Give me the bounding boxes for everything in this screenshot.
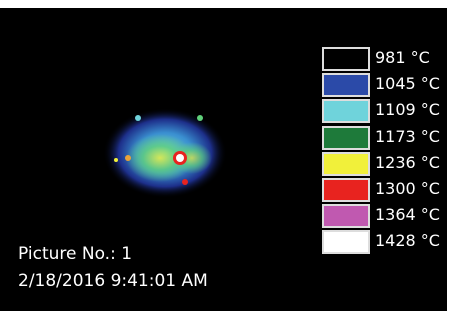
thermal-view: 981 °C 1045 °C 1109 °C 1173 °C 1236 °C 1300 °… (0, 8, 447, 311)
legend-swatch (322, 47, 370, 71)
timestamp: 2/18/2016 9:41:01 AM (18, 270, 208, 292)
legend-swatch (322, 230, 370, 254)
picture-number: Picture No.: 1 (18, 243, 132, 265)
legend-label: 1428 °C (375, 230, 440, 252)
legend-label: 1300 °C (375, 178, 440, 200)
legend-swatch (322, 126, 370, 150)
legend-label: 1236 °C (375, 152, 440, 174)
legend-swatch (322, 152, 370, 176)
legend-label: 1173 °C (375, 126, 440, 148)
legend-swatch (322, 99, 370, 123)
legend-swatch (322, 204, 370, 228)
legend-label: 1364 °C (375, 204, 440, 226)
page: {"legend": {"items": [ {"label": "981 °C… (0, 0, 449, 311)
legend-label: 1045 °C (375, 73, 440, 95)
legend-label: 981 °C (375, 47, 430, 69)
legend-label: 1109 °C (375, 99, 440, 121)
legend-swatch (322, 178, 370, 202)
legend-swatch (322, 73, 370, 97)
